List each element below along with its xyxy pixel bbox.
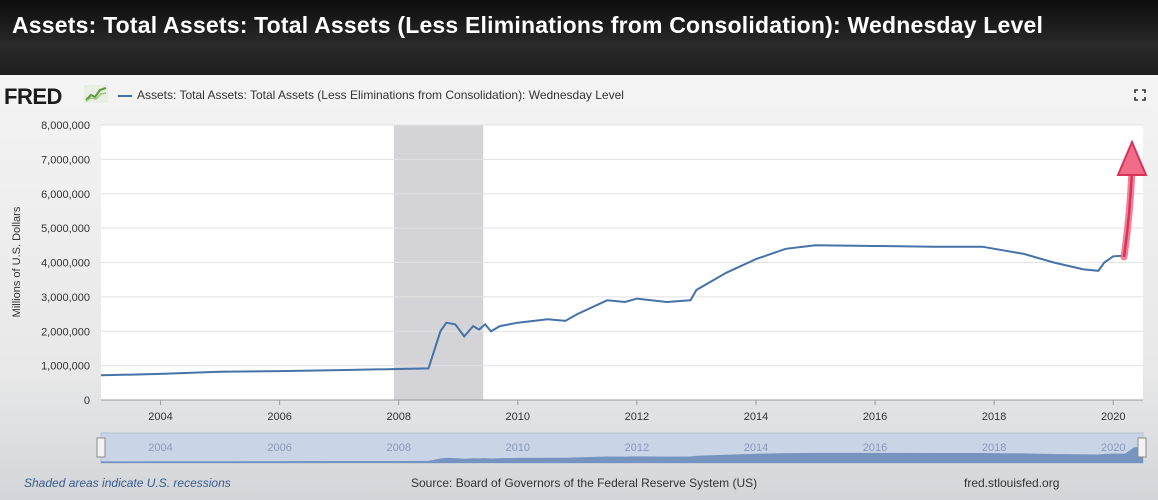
chart-svg: 0 1,000,000 2,000,000 3,000,000 4,000,000 5,0… [11, 120, 1148, 464]
fred-sparkline-icon [84, 85, 108, 103]
navigator-tick-label: 2018 [982, 442, 1006, 454]
navigator-tick-label: 2004 [148, 442, 172, 454]
navigator-tick-label: 2012 [625, 442, 649, 454]
y-tick-label: 7,000,000 [41, 154, 90, 166]
y-tick-label: 8,000,000 [41, 120, 90, 132]
navigator-tick-label: 2006 [267, 442, 291, 454]
navigator-series [101, 447, 1143, 463]
fred-logo[interactable]: FRED [4, 84, 62, 109]
navigator-tick-label: 2016 [863, 442, 887, 454]
y-tick-label: 5,000,000 [41, 223, 90, 235]
video-title: Assets: Total Assets: Total Assets (Less… [12, 12, 1044, 38]
chart-legend: Assets: Total Assets: Total Assets (Less… [118, 88, 624, 102]
expand-icon[interactable] [1134, 89, 1146, 101]
red-arrow-annotation [1116, 139, 1148, 261]
x-tick-label: 2010 [506, 411, 530, 423]
x-tick-label: 2004 [148, 411, 172, 423]
navigator-tick-label: 2020 [1101, 442, 1125, 454]
y-tick-label: 2,000,000 [41, 326, 90, 338]
recession-note: Shaded areas indicate U.S. recessions [24, 476, 231, 490]
x-tick-label: 2012 [625, 411, 649, 423]
x-tick-label: 2018 [982, 411, 1006, 423]
navigator-handle-right[interactable] [1137, 437, 1147, 458]
fred-chart-panel: FRED Assets: Total Assets: Total Assets … [0, 75, 1158, 500]
series-line [100, 244, 1126, 377]
y-tick-label: 4,000,000 [41, 258, 90, 270]
x-tick-label: 2014 [744, 411, 768, 423]
navigator[interactable]: 2004 2006 2008 2010 2012 2014 2016 2018 2020 [96, 432, 1147, 464]
y-tick-label: 0 [84, 395, 90, 407]
legend-label: Assets: Total Assets: Total Assets (Less… [137, 88, 624, 102]
navigator-handle-left[interactable] [96, 437, 106, 458]
y-axis-label: Millions of U.S. Dollars [11, 206, 23, 317]
x-tick-label: 2016 [863, 411, 887, 423]
legend-line-swatch [118, 94, 132, 97]
y-tick-label: 3,000,000 [41, 292, 90, 304]
y-tick-label: 6,000,000 [41, 189, 90, 201]
site-link[interactable]: fred.stlouisfed.org [964, 476, 1060, 490]
video-title-bar: Assets: Total Assets: Total Assets (Less… [0, 0, 1158, 75]
source-credit: Source: Board of Governors of the Federa… [411, 476, 758, 490]
x-tick-label: 2008 [386, 411, 410, 423]
navigator-tick-label: 2008 [386, 442, 410, 454]
x-tick-label: 2006 [267, 411, 291, 423]
navigator-tick-label: 2010 [506, 442, 530, 454]
x-tick-label: 2020 [1101, 411, 1125, 423]
y-tick-label: 1,000,000 [41, 361, 90, 373]
navigator-tick-label: 2014 [744, 442, 768, 454]
